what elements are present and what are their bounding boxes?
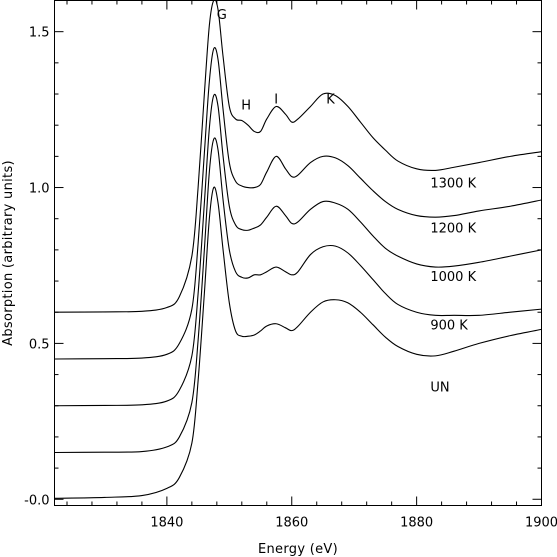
peak-label-i: I — [274, 92, 278, 107]
series-line-2 — [54, 93, 542, 407]
x-tick-label: 1860 — [275, 516, 308, 531]
y-tick-label: -0.0 — [24, 493, 49, 508]
y-tick-label: 1.5 — [29, 26, 50, 41]
y-axis-label: Absorption (arbitrary units) — [1, 160, 16, 346]
x-tick-label: 1840 — [150, 516, 183, 531]
x-axis-ticks: 1840 1860 1880 1900 — [66, 0, 557, 531]
series-lines — [54, 0, 542, 499]
series-line-0 — [54, 186, 542, 499]
series-label: 1300 K — [430, 177, 476, 192]
y-tick-label: 0.5 — [29, 337, 50, 352]
series-line-3 — [54, 47, 542, 360]
peak-label-g: G — [217, 8, 227, 23]
series-line-1 — [54, 137, 542, 454]
x-tick-label: 1880 — [400, 516, 433, 531]
peak-label-h: H — [241, 99, 251, 114]
peak-label-k: K — [326, 92, 335, 107]
series-label: 900 K — [430, 318, 468, 333]
series-line-4 — [54, 0, 542, 313]
x-tick-label: 1900 — [525, 516, 557, 531]
x-axis-label: Energy (eV) — [258, 542, 338, 557]
plot-frame — [54, 0, 542, 506]
series-label: UN — [430, 381, 449, 396]
y-axis-ticks: -0.0 0.5 1.0 1.5 — [24, 26, 542, 508]
series-label: 1000 K — [430, 270, 476, 285]
y-tick-label: 1.0 — [29, 182, 50, 197]
series-label: 1200 K — [430, 222, 476, 237]
annotations: G H I K 1300 K 1200 K 1000 K 900 K UN — [217, 8, 477, 396]
